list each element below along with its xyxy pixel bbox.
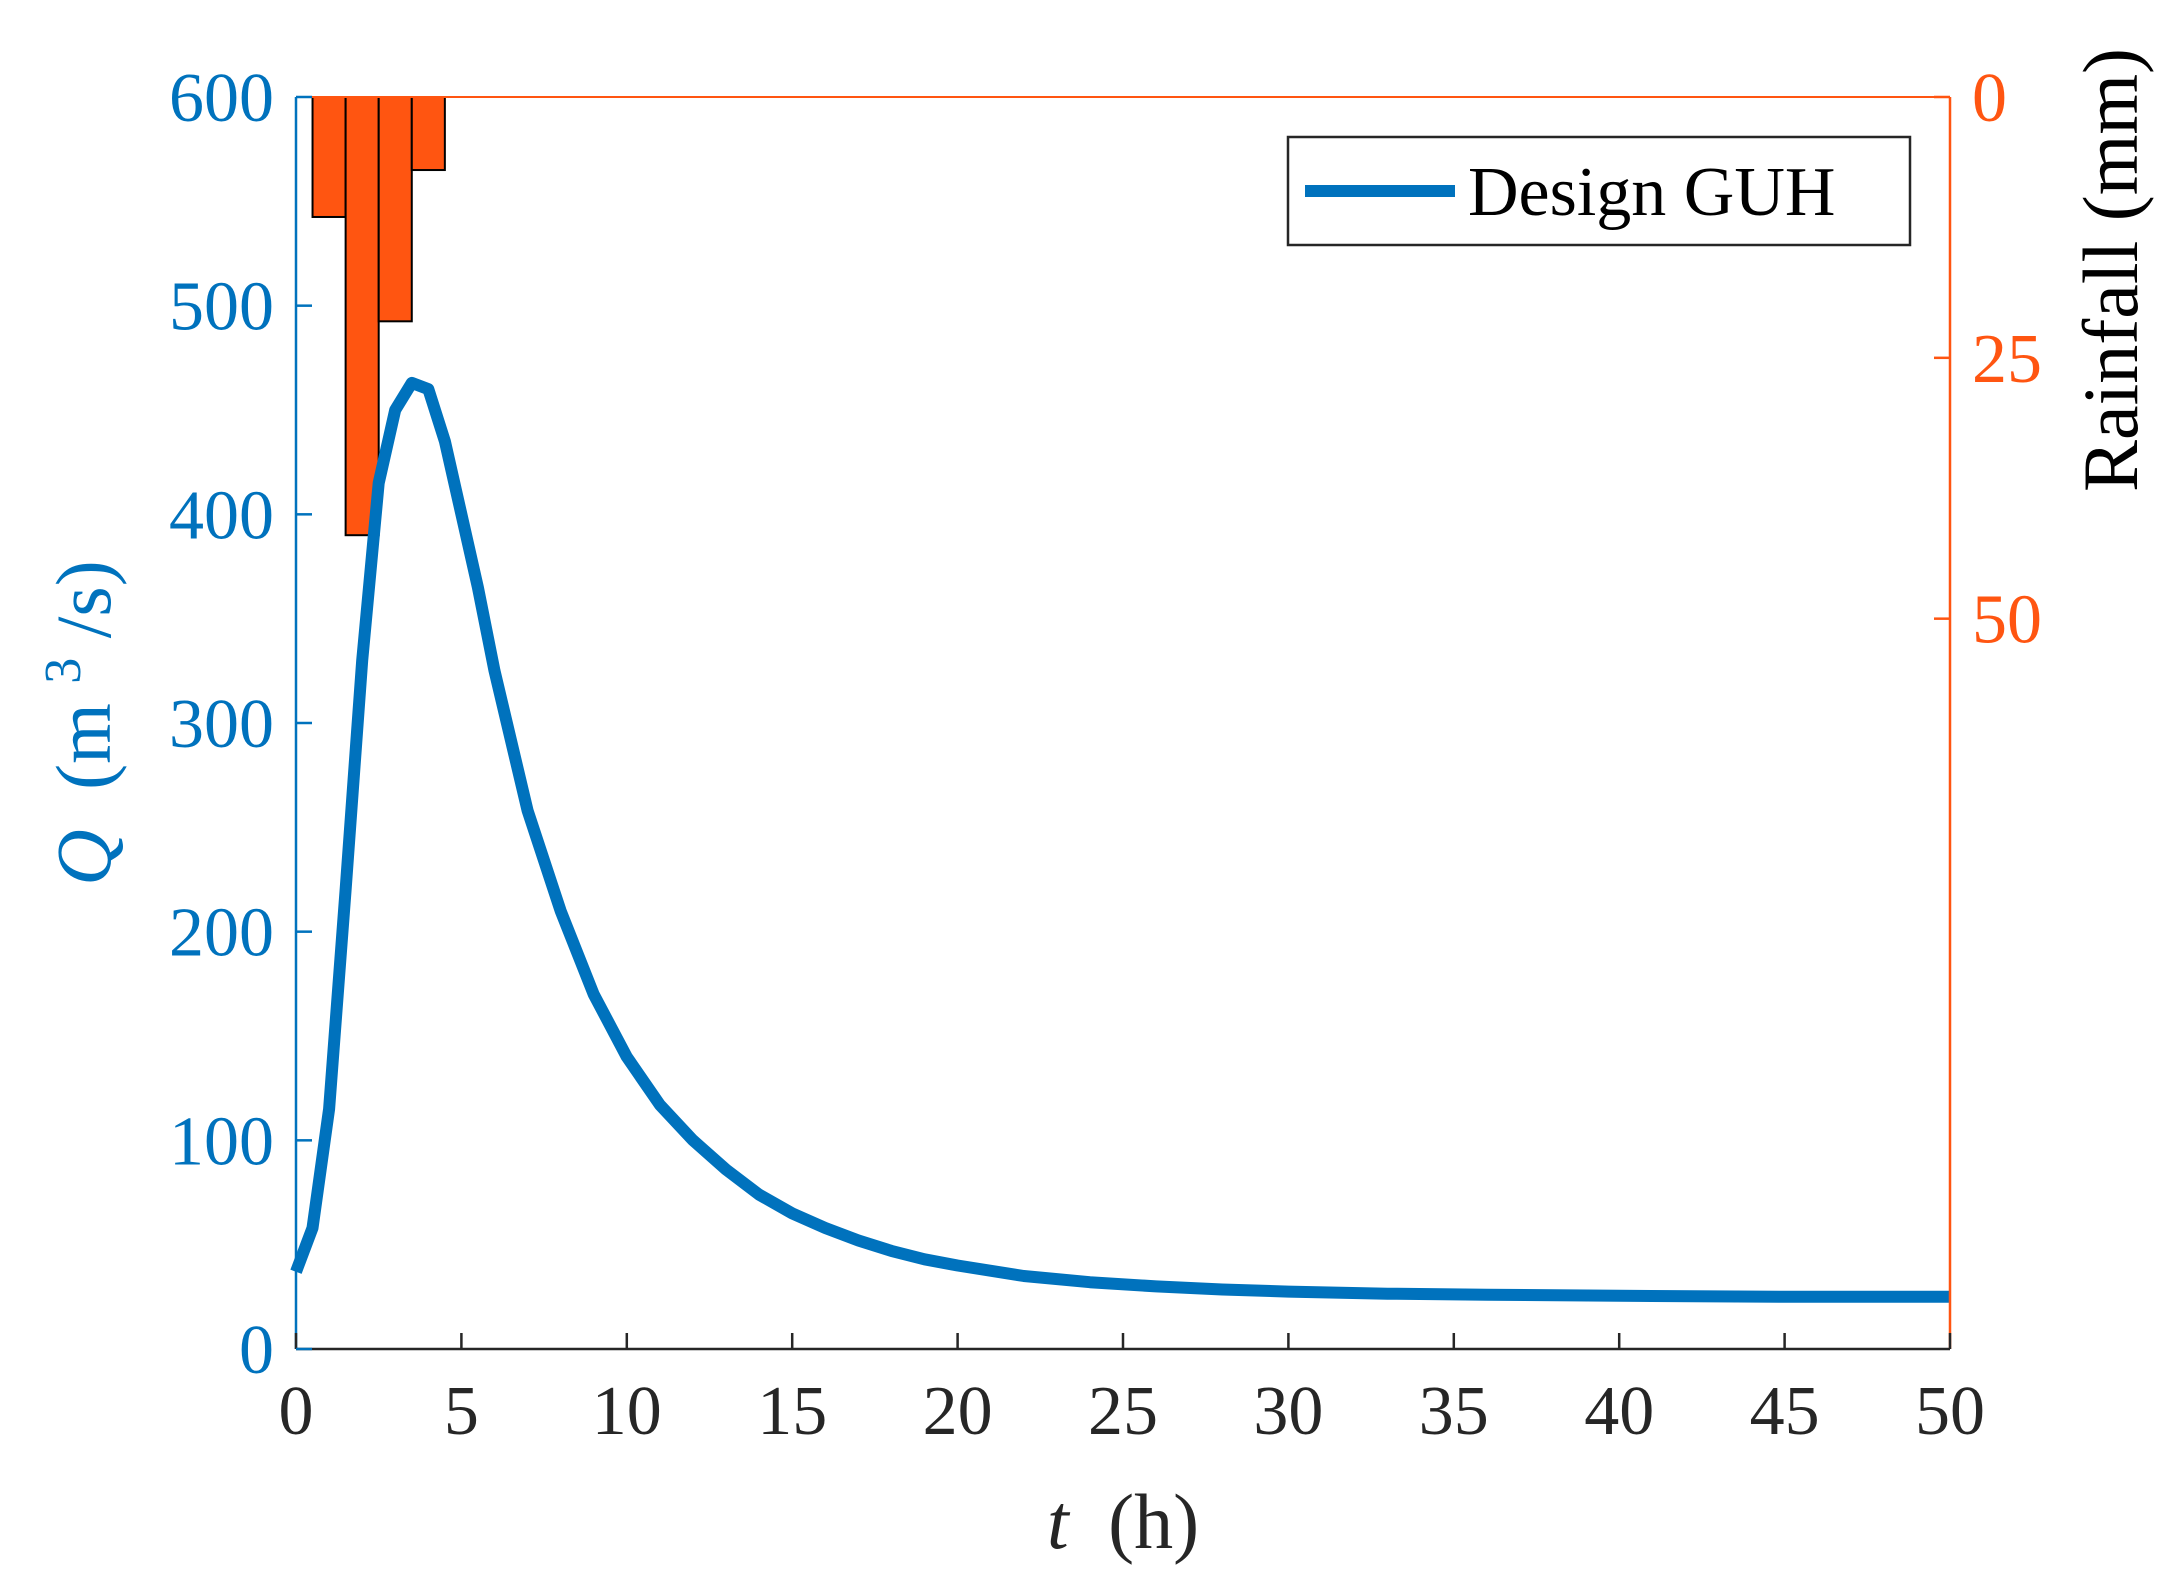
left-y-tick-label: 300 bbox=[169, 686, 274, 763]
x-tick-label: 45 bbox=[1750, 1373, 1820, 1450]
x-axis-label: t (h) bbox=[1047, 1478, 1199, 1565]
left-y-axis-label-unit-sup: 3 bbox=[35, 658, 92, 684]
left-y-tick-label: 100 bbox=[169, 1103, 274, 1180]
left-y-tick-label: 600 bbox=[169, 60, 274, 137]
left-y-tick-label: 200 bbox=[169, 895, 274, 972]
x-axis-label-unit: (h) bbox=[1108, 1478, 1199, 1565]
left-y-axis-label-unit-pre: (m bbox=[40, 703, 127, 790]
x-tick-label: 30 bbox=[1253, 1373, 1323, 1450]
left-y-tick-label: 0 bbox=[239, 1312, 274, 1389]
x-tick-label: 25 bbox=[1088, 1373, 1158, 1450]
right-y-axis-label: Rainfall (mm) bbox=[2067, 48, 2154, 492]
right-y-tick-label: 0 bbox=[1972, 60, 2007, 137]
x-tick-label: 5 bbox=[444, 1373, 479, 1450]
left-y-axis-label-unit-post: /s) bbox=[40, 560, 127, 638]
x-tick-label: 10 bbox=[592, 1373, 662, 1450]
series-design-guh bbox=[290, 376, 1950, 1303]
left-y-axis-label: Q (m 3 /s) bbox=[10, 560, 127, 886]
left-y-tick-label: 500 bbox=[169, 269, 274, 346]
x-tick-label: 15 bbox=[757, 1373, 827, 1450]
right-y-tick-label: 50 bbox=[1972, 582, 2042, 659]
rainfall-bar bbox=[344, 96, 380, 537]
x-axis-label-var: t bbox=[1047, 1478, 1071, 1565]
rainfall-bar bbox=[311, 96, 347, 218]
x-tick-label: 0 bbox=[279, 1373, 314, 1450]
legend: Design GUH bbox=[1286, 135, 1912, 247]
x-tick-label: 35 bbox=[1419, 1373, 1489, 1450]
left-y-axis-label-var: Q bbox=[40, 829, 127, 885]
legend-label: Design GUH bbox=[1468, 154, 1835, 231]
rainfall-bar bbox=[377, 96, 413, 323]
right-y-tick-label: 25 bbox=[1972, 321, 2042, 398]
x-tick-label: 50 bbox=[1915, 1373, 1985, 1450]
design-guh-line bbox=[290, 376, 1950, 1303]
rainfall-bar bbox=[410, 96, 446, 172]
x-tick-label: 20 bbox=[923, 1373, 993, 1450]
left-y-tick-label: 400 bbox=[169, 477, 274, 554]
x-tick-label: 40 bbox=[1584, 1373, 1654, 1450]
